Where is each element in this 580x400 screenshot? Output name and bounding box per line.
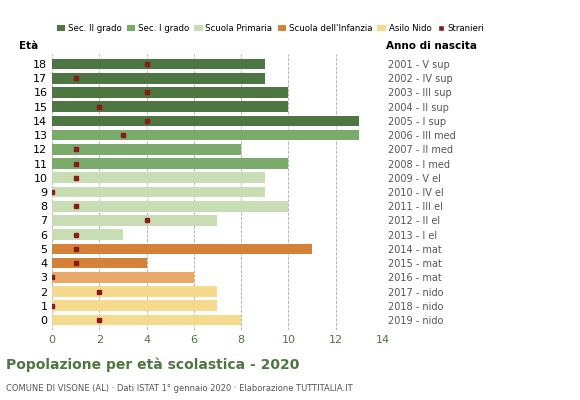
Bar	[52, 244, 312, 254]
Bar	[52, 315, 241, 325]
Legend: Sec. II grado, Sec. I grado, Scuola Primaria, Scuola dell'Infanzia, Asilo Nido, : Sec. II grado, Sec. I grado, Scuola Prim…	[56, 24, 484, 33]
Bar	[52, 87, 288, 98]
Bar	[52, 101, 288, 112]
Text: Popolazione per età scolastica - 2020: Popolazione per età scolastica - 2020	[6, 358, 299, 372]
Bar	[52, 172, 264, 183]
Bar	[52, 116, 359, 126]
Bar	[52, 258, 147, 268]
Bar	[52, 158, 288, 169]
Bar	[52, 272, 194, 283]
Bar	[52, 286, 218, 297]
Text: Età: Età	[19, 41, 38, 51]
Bar	[52, 187, 264, 197]
Text: COMUNE DI VISONE (AL) · Dati ISTAT 1° gennaio 2020 · Elaborazione TUTTITALIA.IT: COMUNE DI VISONE (AL) · Dati ISTAT 1° ge…	[6, 384, 353, 393]
Bar	[52, 300, 218, 311]
Bar	[52, 229, 123, 240]
Bar	[52, 59, 264, 69]
Bar	[52, 201, 288, 212]
Bar	[52, 73, 264, 84]
Bar	[52, 130, 359, 140]
Text: Anno di nascita: Anno di nascita	[386, 41, 477, 51]
Bar	[52, 215, 218, 226]
Bar	[52, 144, 241, 155]
